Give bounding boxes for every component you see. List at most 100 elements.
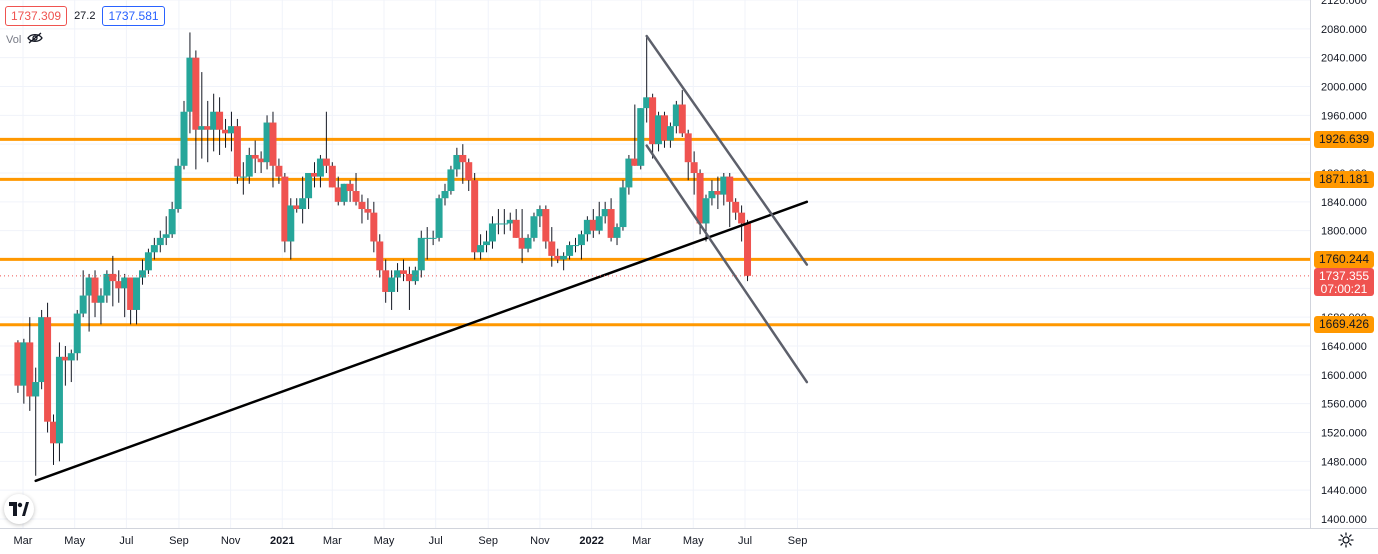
y-tick-label: 2120.000 <box>1321 0 1367 7</box>
candle-body <box>281 176 289 242</box>
candle-body <box>216 111 224 130</box>
candle <box>583 216 591 242</box>
candle <box>720 173 728 206</box>
candle <box>251 140 259 173</box>
candle-body <box>655 115 663 145</box>
candle <box>311 162 319 188</box>
candle <box>554 248 562 264</box>
current-price-label: 1737.355 07:00:21 <box>1314 267 1374 296</box>
candle-body <box>192 57 200 130</box>
candle-body <box>138 270 146 278</box>
candle-body <box>162 234 170 238</box>
candle-body <box>20 342 28 386</box>
candle-body <box>67 353 75 361</box>
candle-body <box>186 57 194 112</box>
candle-body <box>613 227 621 238</box>
x-tick-label: Sep <box>788 535 808 547</box>
candle <box>494 209 502 235</box>
eye-hidden-icon[interactable] <box>27 32 44 47</box>
candle <box>572 237 580 253</box>
sell-price-button[interactable]: 1737.309 <box>5 6 68 26</box>
candle-body <box>251 154 259 159</box>
candle-body <box>150 245 158 253</box>
candle-body <box>672 104 680 127</box>
candle-body <box>566 245 574 256</box>
candle-body <box>500 223 508 225</box>
candle-body <box>708 191 716 199</box>
candle <box>637 108 645 170</box>
candle-body <box>311 173 319 177</box>
candle-body <box>91 277 99 303</box>
candle <box>263 115 271 170</box>
candle <box>560 252 568 271</box>
volume-label: Vol <box>6 33 22 46</box>
candle-body <box>560 255 568 260</box>
level-price-label: 1760.244 <box>1314 250 1375 268</box>
candle-body <box>738 212 746 224</box>
candle-body <box>548 241 556 256</box>
candle <box>38 309 46 390</box>
candles <box>14 32 752 476</box>
horizontal-levels[interactable] <box>0 137 1310 327</box>
candle <box>233 118 241 184</box>
candle-body <box>649 97 657 145</box>
candle-body <box>44 317 52 422</box>
y-tick-label: 1560.000 <box>1321 399 1367 411</box>
tradingview-logo-icon[interactable] <box>4 494 34 524</box>
candle-body <box>316 158 324 177</box>
candle <box>625 154 633 195</box>
channel-lower-line <box>645 144 809 384</box>
candle <box>726 173 734 228</box>
candle-body <box>55 356 63 444</box>
candle-body <box>690 162 698 173</box>
x-axis[interactable]: Mar May Jul Sep Nov 2021 Mar May Jul Sep Nov 2022 Ma… <box>14 535 808 547</box>
candle <box>20 338 28 404</box>
candle-body <box>198 126 206 130</box>
candle <box>186 32 194 134</box>
candle-body <box>133 277 141 310</box>
candle-body <box>394 270 402 278</box>
candle <box>269 111 277 188</box>
buy-price-button[interactable]: 1737.581 <box>102 6 165 26</box>
y-tick-label: 2000.000 <box>1321 82 1367 94</box>
y-tick-label: 1440.000 <box>1321 485 1367 497</box>
level-price-label: 1871.181 <box>1314 170 1375 188</box>
candle <box>542 205 550 249</box>
candle-body <box>417 237 425 271</box>
candle-body <box>334 187 342 202</box>
candle <box>198 72 206 159</box>
candle-body <box>524 237 532 249</box>
candle <box>61 346 69 386</box>
candle-body <box>619 187 627 228</box>
x-tick-label: 2021 <box>270 535 294 547</box>
candle <box>50 414 58 465</box>
current-price-value: 1737.355 <box>1319 268 1370 283</box>
candle-body <box>423 237 431 239</box>
x-tick-label: Mar <box>323 535 342 547</box>
candle <box>447 165 455 195</box>
candle <box>417 230 425 278</box>
settings-gear-icon[interactable] <box>1336 530 1356 550</box>
candle-body <box>233 126 241 177</box>
candle-body <box>483 241 491 246</box>
y-tick-label: 1600.000 <box>1321 370 1367 382</box>
candle <box>607 198 615 242</box>
candle <box>222 118 230 148</box>
candle <box>144 248 152 274</box>
candle-body <box>601 209 609 217</box>
candle-body <box>477 245 485 253</box>
candle-body <box>459 154 467 163</box>
candle-body <box>14 342 22 386</box>
candle-body <box>388 277 396 292</box>
candle <box>655 111 663 152</box>
candle-body <box>168 209 176 235</box>
candle-body <box>572 245 580 247</box>
candle-body <box>512 219 520 238</box>
support-trend-line <box>34 200 809 483</box>
trendlines[interactable] <box>34 34 809 483</box>
candle-body <box>732 201 740 213</box>
candle <box>512 209 520 238</box>
candle <box>477 234 485 260</box>
candle-body <box>97 295 105 303</box>
